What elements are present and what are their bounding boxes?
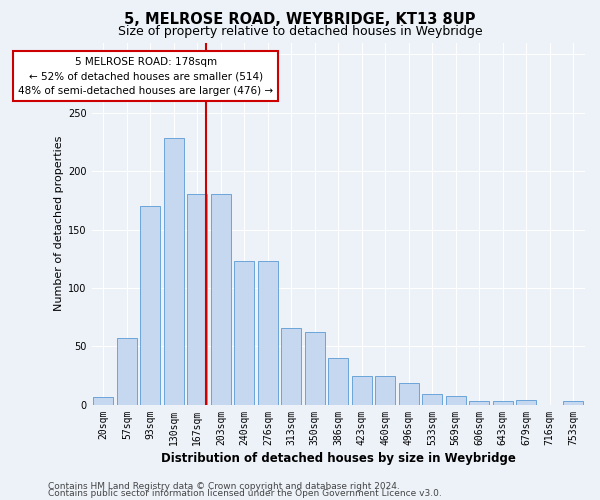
Bar — [281, 328, 301, 405]
Bar — [376, 376, 395, 405]
Bar — [493, 402, 513, 405]
Bar — [164, 138, 184, 405]
Bar — [352, 376, 372, 405]
Bar — [469, 402, 489, 405]
Y-axis label: Number of detached properties: Number of detached properties — [54, 136, 64, 312]
Text: Contains public sector information licensed under the Open Government Licence v3: Contains public sector information licen… — [48, 490, 442, 498]
Bar — [235, 261, 254, 405]
Bar — [140, 206, 160, 405]
Bar — [563, 402, 583, 405]
Bar — [422, 394, 442, 405]
Text: Contains HM Land Registry data © Crown copyright and database right 2024.: Contains HM Land Registry data © Crown c… — [48, 482, 400, 491]
Bar — [211, 194, 231, 405]
Bar — [328, 358, 349, 405]
Bar — [446, 396, 466, 405]
Text: 5, MELROSE ROAD, WEYBRIDGE, KT13 8UP: 5, MELROSE ROAD, WEYBRIDGE, KT13 8UP — [124, 12, 476, 28]
X-axis label: Distribution of detached houses by size in Weybridge: Distribution of detached houses by size … — [161, 452, 516, 465]
Bar — [258, 261, 278, 405]
Bar — [94, 397, 113, 405]
Bar — [117, 338, 137, 405]
Bar — [187, 194, 208, 405]
Bar — [399, 382, 419, 405]
Bar — [516, 400, 536, 405]
Text: 5 MELROSE ROAD: 178sqm
← 52% of detached houses are smaller (514)
48% of semi-de: 5 MELROSE ROAD: 178sqm ← 52% of detached… — [18, 56, 273, 96]
Bar — [305, 332, 325, 405]
Text: Size of property relative to detached houses in Weybridge: Size of property relative to detached ho… — [118, 25, 482, 38]
